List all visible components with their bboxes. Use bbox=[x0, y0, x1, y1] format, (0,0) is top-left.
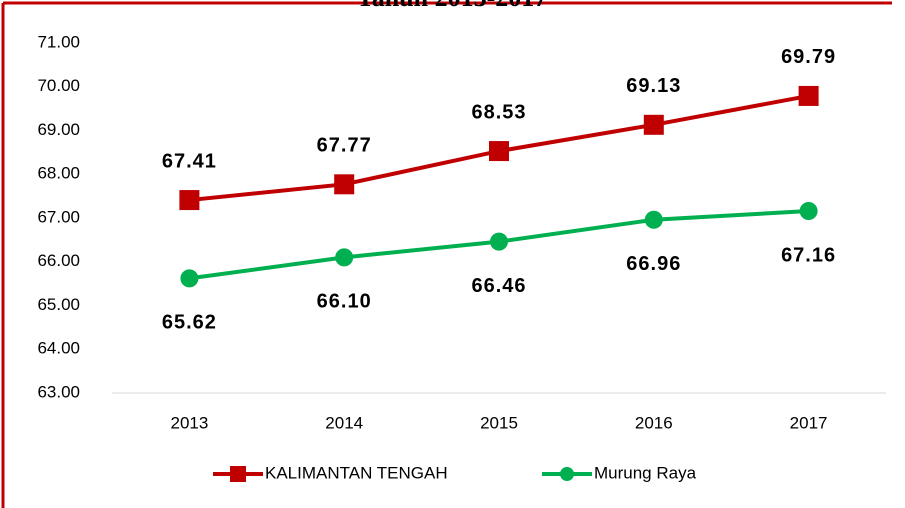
x-tick-label: 2014 bbox=[325, 413, 363, 432]
marker bbox=[335, 248, 354, 267]
y-tick-label: 63.00 bbox=[37, 382, 80, 401]
marker bbox=[179, 190, 200, 211]
data-label: 66.46 bbox=[471, 275, 526, 297]
data-label: 67.41 bbox=[162, 150, 217, 172]
chart-title: Tahun 2013-2017 bbox=[357, 0, 548, 12]
y-tick-label: 71.00 bbox=[37, 32, 80, 51]
y-tick-label: 65.00 bbox=[37, 295, 80, 314]
data-label: 66.96 bbox=[626, 253, 681, 275]
marker bbox=[644, 210, 663, 229]
legend-marker bbox=[230, 466, 246, 482]
marker bbox=[643, 114, 664, 135]
marker bbox=[180, 269, 199, 288]
y-tick-label: 67.00 bbox=[37, 207, 80, 226]
data-label: 69.13 bbox=[626, 75, 681, 97]
data-label: 67.16 bbox=[781, 244, 836, 266]
y-tick-label: 69.00 bbox=[37, 120, 80, 139]
data-label: 66.10 bbox=[317, 291, 372, 313]
y-tick-label: 70.00 bbox=[37, 76, 80, 95]
data-label: 68.53 bbox=[471, 101, 526, 123]
marker bbox=[799, 202, 818, 220]
y-tick-label: 68.00 bbox=[37, 164, 80, 183]
x-tick-label: 2016 bbox=[635, 413, 673, 432]
y-tick-label: 66.00 bbox=[37, 251, 80, 270]
legend-marker bbox=[560, 467, 574, 481]
marker bbox=[798, 85, 819, 106]
data-label: 67.77 bbox=[317, 135, 372, 157]
x-tick-label: 2017 bbox=[790, 413, 828, 432]
marker bbox=[334, 174, 355, 195]
data-label: 65.62 bbox=[162, 312, 217, 334]
marker bbox=[490, 232, 508, 251]
x-tick-label: 2015 bbox=[480, 413, 518, 432]
x-tick-label: 2013 bbox=[170, 413, 208, 432]
legend-label: Murung Raya bbox=[594, 463, 697, 482]
y-tick-label: 64.00 bbox=[37, 339, 80, 358]
marker bbox=[489, 141, 509, 162]
legend-label: KALIMANTAN TENGAH bbox=[265, 463, 448, 482]
data-label: 69.79 bbox=[781, 46, 836, 68]
